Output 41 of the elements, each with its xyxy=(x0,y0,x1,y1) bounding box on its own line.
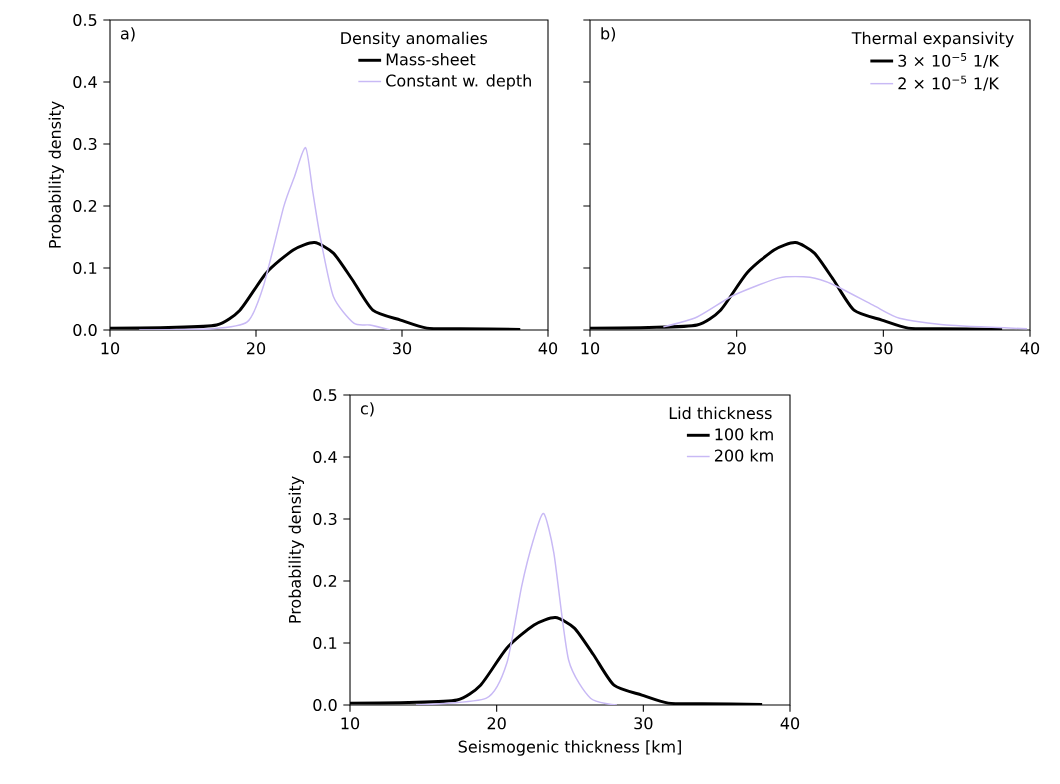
x-tick-label: 10 xyxy=(581,342,600,355)
x-tick-label: 20 xyxy=(247,342,266,355)
legend-label: Constant w. depth xyxy=(386,74,531,90)
x-tick-label: 10 xyxy=(341,717,360,730)
legend-title: Lid thickness xyxy=(669,406,772,420)
line-series xyxy=(138,146,392,330)
x-tick-label: 30 xyxy=(874,342,893,355)
x-tick-label: 10 xyxy=(101,342,120,355)
x-tick-label: 30 xyxy=(393,342,412,355)
legend-label: Mass-sheet xyxy=(386,53,476,66)
y-axis-title: Probability density xyxy=(48,101,65,248)
x-tick-label: 40 xyxy=(780,717,800,730)
x-tick-label: 40 xyxy=(1020,342,1040,355)
y-tick-label: 0.1 xyxy=(313,636,337,650)
annotation: a) xyxy=(120,27,135,42)
x-tick-label: 20 xyxy=(727,342,746,355)
y-axis-title: Probability density xyxy=(288,476,305,623)
legend-label: 200 km xyxy=(714,449,773,462)
y-tick-label: 0.5 xyxy=(73,13,97,27)
annotation: b) xyxy=(601,27,616,42)
x-tick-label: 30 xyxy=(634,717,653,730)
y-tick-label: 0.1 xyxy=(73,261,97,275)
y-tick-label: 0.2 xyxy=(73,199,97,213)
legend-title: Thermal expansivity xyxy=(851,31,1014,48)
x-tick-label: 20 xyxy=(487,717,506,730)
x-tick-label: 40 xyxy=(538,342,558,355)
y-tick-label: 0.0 xyxy=(313,698,337,712)
x-axis-title: Seismogenic thickness [km] xyxy=(458,740,681,756)
y-tick-label: 0.3 xyxy=(73,137,97,151)
annotation: c) xyxy=(360,402,374,417)
y-tick-label: 0.4 xyxy=(313,450,337,464)
legend-title: Density anomalies xyxy=(341,31,488,48)
legend-label: 100 km xyxy=(715,428,773,441)
line-series xyxy=(415,512,618,705)
y-tick-label: 0.2 xyxy=(313,574,337,588)
legend-label: 3 × 10$^{−5}$ 1/K xyxy=(898,53,1000,69)
legend-label: 2 × 10$^{−5}$ 1/K xyxy=(898,75,1000,91)
y-tick-label: 0.0 xyxy=(73,323,97,337)
y-tick-label: 0.5 xyxy=(313,388,337,402)
y-tick-label: 0.3 xyxy=(313,512,337,526)
y-tick-label: 0.4 xyxy=(73,75,97,89)
